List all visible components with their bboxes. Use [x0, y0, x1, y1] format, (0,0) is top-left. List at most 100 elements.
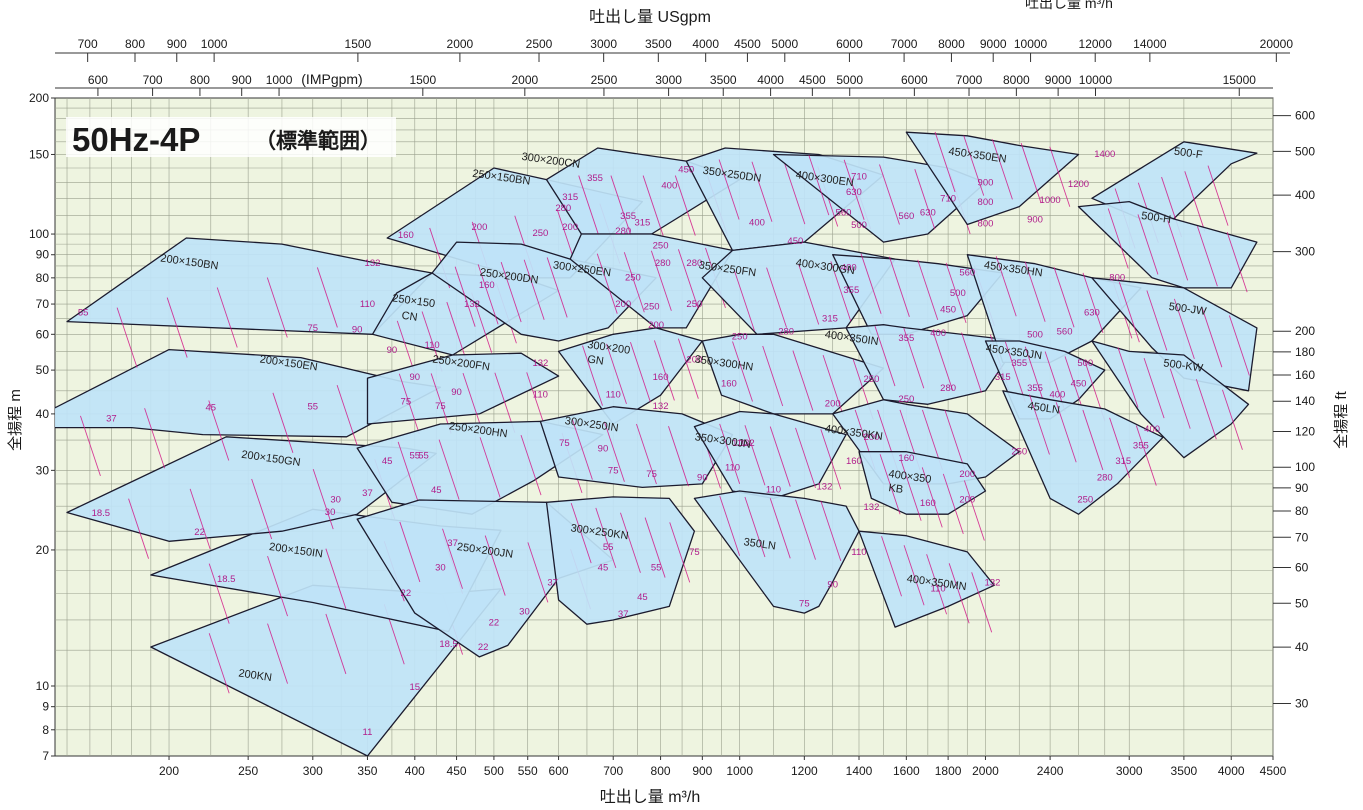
impeller-curve	[917, 259, 939, 321]
impeller-curve	[971, 572, 993, 633]
y-tick-label: 40	[36, 407, 50, 421]
x-tick-label: 1600	[893, 764, 920, 778]
ft-tick-label: 500	[1295, 144, 1315, 158]
ft-tick-label: 400	[1295, 188, 1315, 202]
power-label: 18.5	[439, 639, 458, 650]
power-label: 37	[618, 609, 629, 620]
power-label: 37	[447, 538, 458, 549]
impeller-curve	[769, 426, 791, 487]
impgpm-tick-label: 7000	[956, 73, 983, 87]
impeller-curve	[926, 554, 948, 615]
impeller-curve	[596, 253, 618, 314]
impeller-curve	[272, 392, 294, 453]
impeller-curve	[820, 500, 842, 562]
x-axis-label: 吐出し量 m³/h	[600, 788, 700, 806]
y-tick-label: 100	[29, 227, 49, 241]
usgpm-tick-label: 10000	[1014, 37, 1048, 51]
impeller-curve	[1109, 417, 1131, 478]
model-label: KB	[888, 482, 904, 496]
impeller-curve	[732, 341, 753, 402]
power-label: 30	[325, 507, 336, 518]
impgpm-tick-label: 3500	[710, 73, 737, 87]
impgpm-tick-label: 1000	[266, 73, 293, 87]
x-axis-top: 700 800 900 1000 1500 2000 2500 3000 3500 4000 450…	[55, 37, 1293, 96]
ft-tick-label: 120	[1295, 424, 1315, 438]
usgpm-tick-label: 2000	[447, 37, 474, 51]
impeller-curve	[312, 468, 334, 530]
power-label: 55	[308, 402, 319, 413]
top-right-label: 吐出し量 m³/h	[1025, 0, 1113, 11]
usgpm-tick-label: 7000	[891, 37, 918, 51]
power-label: 800	[1109, 272, 1125, 283]
usgpm-tick-label: 700	[78, 37, 98, 51]
power-label: 30	[435, 563, 446, 574]
power-label: 1400	[1094, 149, 1115, 160]
usgpm-tick-label: 2500	[526, 37, 553, 51]
impeller-curve	[399, 521, 421, 583]
impeller-curve	[944, 409, 966, 471]
power-label: 132	[653, 401, 669, 412]
impgpm-tick-label: 1500	[409, 73, 436, 87]
power-label: 90	[697, 472, 708, 483]
power-label: 315	[995, 372, 1011, 383]
power-label: 315	[822, 314, 838, 325]
impeller-curve	[216, 287, 238, 348]
power-label: 55	[410, 450, 421, 461]
impeller-curve	[1020, 142, 1042, 204]
power-label: 75	[401, 396, 412, 407]
power-label: 280	[655, 258, 671, 269]
power-label: 55	[603, 542, 614, 553]
impeller-curve	[604, 421, 625, 482]
y-axis-left: 7 8 9 10 20 30 40 50 60 70 80 90 100 150 200	[29, 91, 55, 763]
impeller-curve	[208, 633, 230, 694]
power-label: 500	[950, 288, 966, 299]
power-label: 630	[1084, 308, 1100, 319]
pump-region	[1077, 200, 1258, 289]
y-tick-label: 10	[36, 679, 50, 693]
power-label: 280	[555, 203, 571, 214]
power-label: 1200	[1068, 179, 1089, 190]
impeller-curve	[900, 460, 922, 521]
impeller-curve	[520, 434, 542, 496]
power-label: 110	[533, 389, 548, 400]
usgpm-axis-label: 吐出し量 USgpm	[589, 8, 711, 26]
impeller-curve	[932, 330, 954, 391]
power-label: 710	[940, 194, 956, 205]
power-label: 90	[827, 580, 838, 591]
y-tick-label: 200	[29, 91, 49, 105]
impeller-curve	[1184, 171, 1206, 232]
x-tick-label: 4000	[1218, 764, 1245, 778]
power-label: 75	[689, 547, 700, 558]
impeller-curve	[677, 249, 699, 310]
impeller-curve	[1117, 347, 1139, 408]
impeller-curve	[719, 423, 741, 485]
power-label: 500	[1027, 330, 1043, 341]
model-label: 500-KW	[1163, 357, 1205, 374]
impeller-curve	[1029, 394, 1050, 455]
power-label: 37	[547, 577, 558, 588]
power-label: 200	[686, 354, 702, 365]
power-label: 250	[653, 240, 669, 251]
impeller-curve	[1167, 220, 1189, 281]
impeller-curve	[610, 175, 632, 236]
pump-region	[905, 131, 1080, 226]
power-label: 355	[1133, 441, 1149, 452]
model-label: 500-H	[1140, 210, 1171, 226]
power-label: 132	[739, 438, 755, 449]
power-label: 400	[661, 181, 677, 192]
ft-tick-label: 70	[1295, 530, 1309, 544]
impeller-curve	[1135, 425, 1157, 486]
power-label: 355	[620, 211, 636, 222]
pump-region	[545, 496, 696, 625]
y-tick-label: 150	[29, 147, 49, 161]
ft-tick-label: 40	[1295, 640, 1309, 654]
x-tick-label: 200	[159, 764, 179, 778]
y-axis-right: 30 40 50 60 70 80 90 100 120 140 160 180 200 300 400 50…	[1273, 109, 1315, 711]
power-label: 450	[1071, 378, 1087, 389]
power-label: 200	[959, 469, 975, 480]
power-label: 450	[787, 236, 803, 247]
y-tick-label: 60	[36, 327, 50, 341]
usgpm-tick-label: 5000	[771, 37, 798, 51]
impeller-curve	[963, 480, 985, 541]
impeller-curve	[208, 400, 230, 461]
